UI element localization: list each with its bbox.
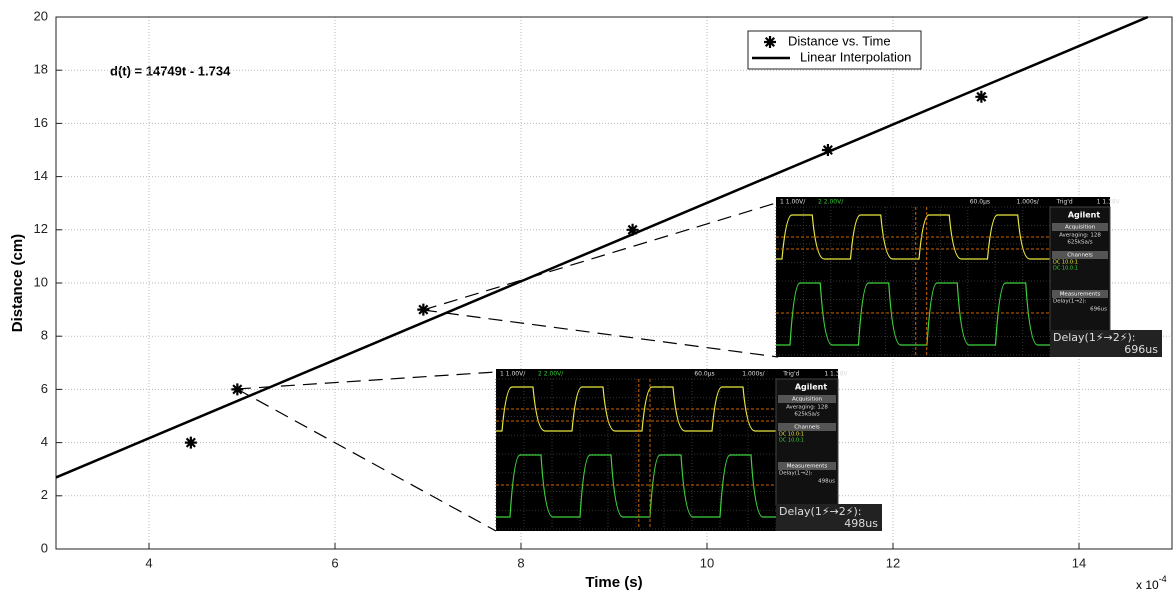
scope-header: 1 1.38V (824, 371, 848, 378)
scope-section-title: Measurements (1060, 292, 1101, 298)
scope-text: Delay(1→2): (779, 471, 813, 477)
x-tick-label: 6 (331, 555, 338, 570)
x-tick-label: 4 (145, 555, 152, 570)
scope-readout-value: 696us (1124, 343, 1158, 356)
scope-header: 2 2.00V/ (538, 371, 564, 378)
scope-text: Averaging: 128 (786, 405, 828, 411)
x-tick-label: 10 (700, 555, 714, 570)
scope-text: 498us (818, 479, 835, 485)
x-multiplier-base: x 10 (1136, 578, 1159, 592)
scope-text: 625kSa/s (794, 412, 819, 418)
legend-label: Distance vs. Time (788, 33, 891, 48)
scope-section-title: Channels (794, 425, 820, 431)
y-tick-label: 8 (41, 328, 48, 343)
y-tick-label: 14 (34, 168, 48, 183)
leader-line (237, 389, 496, 531)
y-tick-label: 0 (41, 540, 48, 555)
y-tick-label: 18 (34, 62, 48, 77)
scope-text: 625kSa/s (1067, 240, 1092, 246)
y-axis-label: Distance (cm) (9, 234, 26, 332)
leader-line (423, 203, 776, 310)
legend-marker (764, 36, 776, 48)
y-tick-label: 6 (41, 381, 48, 396)
scope-header: 1 1.38V (1097, 199, 1121, 206)
equation-annotation: d(t) = 14749t - 1.734 (110, 63, 231, 78)
chart: Time (s) Distance (cm) d(t) = 14749t - 1… (0, 0, 1176, 592)
scope-text: DC 10.0:1 (779, 438, 804, 444)
scope-header: Trig'd (1056, 199, 1073, 206)
scope-readout-label: Delay(1⚡→2⚡): (1053, 331, 1136, 344)
y-tick-label: 2 (41, 487, 48, 502)
scope-inset: 1 1.00V/2 2.00V/60.0µs 1.000s/Trig'd 1 1.3… (496, 369, 882, 531)
leader-line (423, 310, 778, 357)
x-tick-label: 8 (517, 555, 524, 570)
x-tick-label: 14 (1072, 555, 1086, 570)
scope-header: 60.0µs (970, 199, 990, 206)
scope-header: 1 1.00V/ (780, 199, 806, 206)
x-multiplier: x 10-4 (1136, 574, 1167, 592)
scope-section-title: Measurements (787, 464, 828, 470)
leader-line (237, 372, 496, 389)
y-tick-label: 4 (41, 434, 48, 449)
y-tick-label: 10 (34, 274, 48, 289)
y-tick-label: 20 (34, 8, 48, 23)
scope-readout-value: 498us (844, 517, 878, 530)
scope-brand: Agilent (1068, 211, 1101, 220)
scope-header: 60.0µs (694, 371, 714, 378)
scope-text: DC 10.0:1 (1053, 266, 1078, 272)
scope-header: Trig'd (782, 371, 799, 378)
y-tick-label: 16 (34, 115, 48, 130)
legend-label: Linear Interpolation (800, 49, 911, 64)
scope-header: 2 2.00V/ (818, 199, 844, 206)
data-point (975, 91, 987, 103)
x-axis-label: Time (s) (585, 574, 642, 591)
scope-section-title: Channels (1067, 253, 1093, 259)
y-tick-label: 12 (34, 221, 48, 236)
scope-brand: Agilent (795, 383, 828, 392)
scope-section-title: Acquisition (792, 397, 823, 403)
x-multiplier-exponent: -4 (1159, 574, 1167, 584)
scope-text: Averaging: 128 (1059, 233, 1101, 239)
scope-text: 696us (1090, 307, 1107, 313)
scope-inset: 1 1.00V/2 2.00V/60.0µs 1.000s/Trig'd 1 1.3… (776, 197, 1162, 357)
scope-header: 1 1.00V/ (500, 371, 526, 378)
scope-header: 1.000s/ (1016, 199, 1039, 206)
scope-text: Delay(1→2): (1053, 299, 1087, 305)
x-tick-label: 12 (886, 555, 900, 570)
data-point (185, 437, 197, 449)
scope-header: 1.000s/ (742, 371, 765, 378)
scope-section-title: Acquisition (1065, 225, 1096, 231)
